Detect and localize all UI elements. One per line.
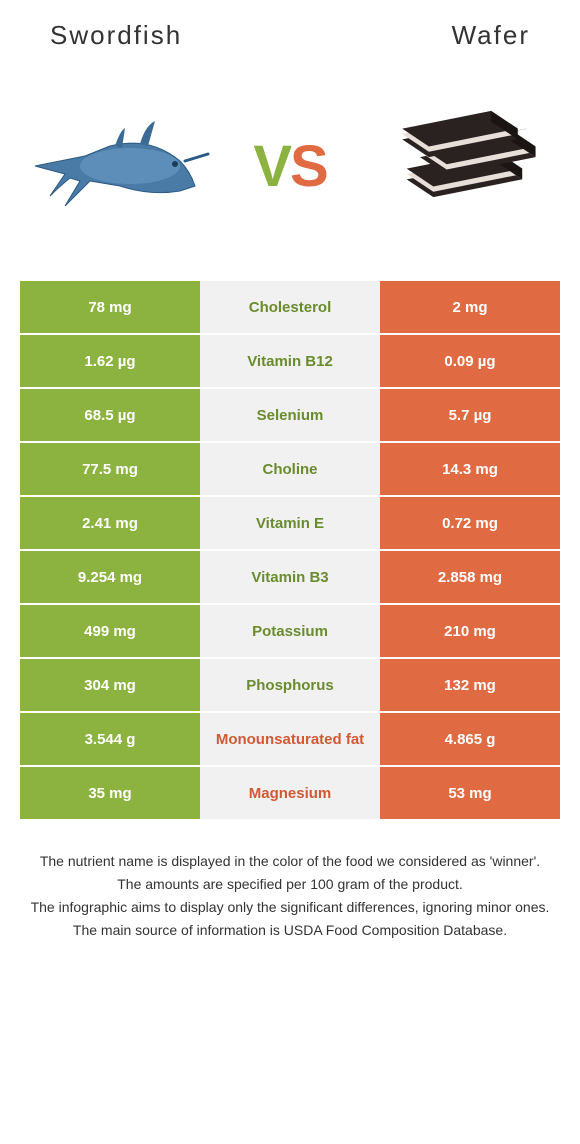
table-row: 1.62 µgVitamin B120.09 µg — [20, 335, 560, 389]
right-value-cell: 4.865 g — [380, 713, 560, 767]
vs-label: VS — [253, 133, 326, 200]
vs-s-letter: S — [290, 134, 327, 199]
table-row: 304 mgPhosphorus132 mg — [20, 659, 560, 713]
right-value-cell: 5.7 µg — [380, 389, 560, 443]
nutrient-label-cell: Cholesterol — [200, 281, 380, 335]
table-row: 78 mgCholesterol2 mg — [20, 281, 560, 335]
infographic-container: Swordfish Wafer VS — [0, 0, 580, 953]
table-row: 68.5 µgSelenium5.7 µg — [20, 389, 560, 443]
nutrient-label-cell: Vitamin E — [200, 497, 380, 551]
left-value-cell: 35 mg — [20, 767, 200, 821]
table-row: 77.5 mgCholine14.3 mg — [20, 443, 560, 497]
left-value-cell: 2.41 mg — [20, 497, 200, 551]
nutrient-label-cell: Vitamin B12 — [200, 335, 380, 389]
left-value-cell: 1.62 µg — [20, 335, 200, 389]
wafer-image — [370, 86, 550, 246]
nutrient-table: 78 mgCholesterol2 mg1.62 µgVitamin B120.… — [20, 281, 560, 821]
left-value-cell: 77.5 mg — [20, 443, 200, 497]
footer-line-2: The amounts are specified per 100 gram o… — [30, 874, 550, 895]
table-row: 35 mgMagnesium53 mg — [20, 767, 560, 821]
nutrient-label-cell: Phosphorus — [200, 659, 380, 713]
nutrient-label-cell: Magnesium — [200, 767, 380, 821]
right-value-cell: 2 mg — [380, 281, 560, 335]
left-food-title: Swordfish — [50, 20, 182, 51]
footer-line-3: The infographic aims to display only the… — [30, 897, 550, 918]
nutrient-label-cell: Monounsaturated fat — [200, 713, 380, 767]
table-row: 9.254 mgVitamin B32.858 mg — [20, 551, 560, 605]
left-value-cell: 78 mg — [20, 281, 200, 335]
footer-notes: The nutrient name is displayed in the co… — [0, 821, 580, 953]
right-value-cell: 2.858 mg — [380, 551, 560, 605]
right-value-cell: 0.72 mg — [380, 497, 560, 551]
right-value-cell: 210 mg — [380, 605, 560, 659]
swordfish-image — [30, 86, 210, 246]
left-value-cell: 499 mg — [20, 605, 200, 659]
right-value-cell: 0.09 µg — [380, 335, 560, 389]
left-value-cell: 304 mg — [20, 659, 200, 713]
table-row: 499 mgPotassium210 mg — [20, 605, 560, 659]
right-value-cell: 132 mg — [380, 659, 560, 713]
vs-v-letter: V — [253, 134, 290, 199]
right-value-cell: 53 mg — [380, 767, 560, 821]
right-food-title: Wafer — [452, 20, 530, 51]
nutrient-label-cell: Potassium — [200, 605, 380, 659]
table-row: 2.41 mgVitamin E0.72 mg — [20, 497, 560, 551]
left-value-cell: 9.254 mg — [20, 551, 200, 605]
footer-line-1: The nutrient name is displayed in the co… — [30, 851, 550, 872]
nutrient-label-cell: Choline — [200, 443, 380, 497]
left-value-cell: 68.5 µg — [20, 389, 200, 443]
images-row: VS — [0, 61, 580, 281]
footer-line-4: The main source of information is USDA F… — [30, 920, 550, 941]
header-row: Swordfish Wafer — [0, 0, 580, 61]
nutrient-label-cell: Selenium — [200, 389, 380, 443]
nutrient-label-cell: Vitamin B3 — [200, 551, 380, 605]
left-value-cell: 3.544 g — [20, 713, 200, 767]
right-value-cell: 14.3 mg — [380, 443, 560, 497]
table-row: 3.544 gMonounsaturated fat4.865 g — [20, 713, 560, 767]
